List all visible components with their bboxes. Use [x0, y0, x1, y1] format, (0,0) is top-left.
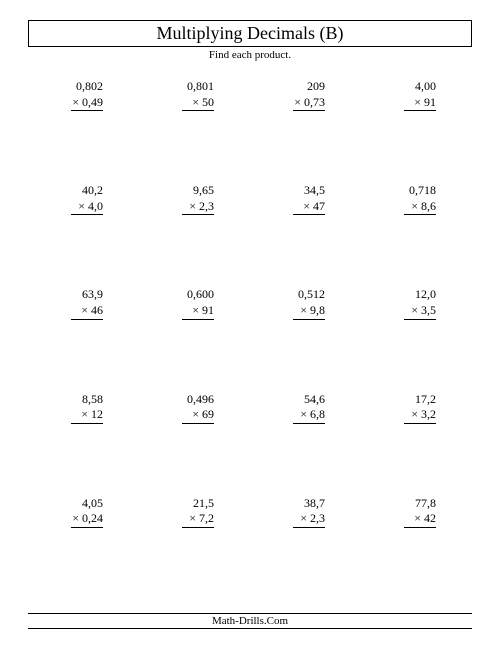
problem: 9,65× 2,3 [139, 183, 250, 215]
multiplicand: 40,2 [82, 183, 103, 199]
multiplier: × 0,24 [71, 511, 103, 528]
problem: 0,600× 91 [139, 287, 250, 319]
multiplicand: 9,65 [193, 183, 214, 199]
multiplicand: 0,496 [187, 392, 214, 408]
problem: 12,0× 3,5 [361, 287, 472, 319]
multiplier: × 3,5 [404, 303, 436, 320]
multiplier: × 42 [404, 511, 436, 528]
problem: 8,58× 12 [28, 392, 139, 424]
multiplicand: 0,512 [298, 287, 325, 303]
problem-grid: 0,802× 0,490,801× 50209× 0,734,00× 9140,… [28, 79, 472, 528]
problem: 0,496× 69 [139, 392, 250, 424]
multiplier: × 2,3 [293, 511, 325, 528]
problem: 4,05× 0,24 [28, 496, 139, 528]
multiplicand: 4,05 [82, 496, 103, 512]
multiplier: × 12 [71, 407, 103, 424]
page-subtitle: Find each product. [28, 49, 472, 61]
multiplier: × 4,0 [71, 199, 103, 216]
multiplier: × 47 [293, 199, 325, 216]
multiplicand: 77,8 [415, 496, 436, 512]
multiplier: × 69 [182, 407, 214, 424]
multiplicand: 63,9 [82, 287, 103, 303]
multiplicand: 0,600 [187, 287, 214, 303]
multiplicand: 21,5 [193, 496, 214, 512]
multiplicand: 0,801 [187, 79, 214, 95]
multiplier: × 9,8 [293, 303, 325, 320]
multiplicand: 209 [307, 79, 325, 95]
multiplier: × 3,2 [404, 407, 436, 424]
multiplicand: 54,6 [304, 392, 325, 408]
multiplier: × 91 [182, 303, 214, 320]
problem: 17,2× 3,2 [361, 392, 472, 424]
multiplier: × 7,2 [182, 511, 214, 528]
multiplier: × 50 [182, 95, 214, 112]
title-box: Multiplying Decimals (B) [28, 20, 472, 47]
multiplier: × 6,8 [293, 407, 325, 424]
problem: 63,9× 46 [28, 287, 139, 319]
multiplicand: 38,7 [304, 496, 325, 512]
problem: 34,5× 47 [250, 183, 361, 215]
problem: 54,6× 6,8 [250, 392, 361, 424]
problem: 4,00× 91 [361, 79, 472, 111]
problem: 209× 0,73 [250, 79, 361, 111]
multiplicand: 0,718 [409, 183, 436, 199]
multiplicand: 12,0 [415, 287, 436, 303]
multiplicand: 0,802 [76, 79, 103, 95]
multiplicand: 34,5 [304, 183, 325, 199]
page-title: Multiplying Decimals (B) [29, 23, 471, 44]
page-footer: Math-Drills.Com [28, 613, 472, 629]
problem: 77,8× 42 [361, 496, 472, 528]
problem: 0,801× 50 [139, 79, 250, 111]
multiplier: × 8,6 [404, 199, 436, 216]
multiplier: × 46 [71, 303, 103, 320]
multiplicand: 8,58 [82, 392, 103, 408]
worksheet-page: Multiplying Decimals (B) Find each produ… [0, 0, 500, 528]
problem: 40,2× 4,0 [28, 183, 139, 215]
multiplier: × 0,49 [71, 95, 103, 112]
problem: 0,512× 9,8 [250, 287, 361, 319]
multiplier: × 2,3 [182, 199, 214, 216]
multiplicand: 17,2 [415, 392, 436, 408]
multiplier: × 91 [404, 95, 436, 112]
problem: 0,802× 0,49 [28, 79, 139, 111]
multiplier: × 0,73 [293, 95, 325, 112]
problem: 0,718× 8,6 [361, 183, 472, 215]
problem: 21,5× 7,2 [139, 496, 250, 528]
problem: 38,7× 2,3 [250, 496, 361, 528]
multiplicand: 4,00 [415, 79, 436, 95]
